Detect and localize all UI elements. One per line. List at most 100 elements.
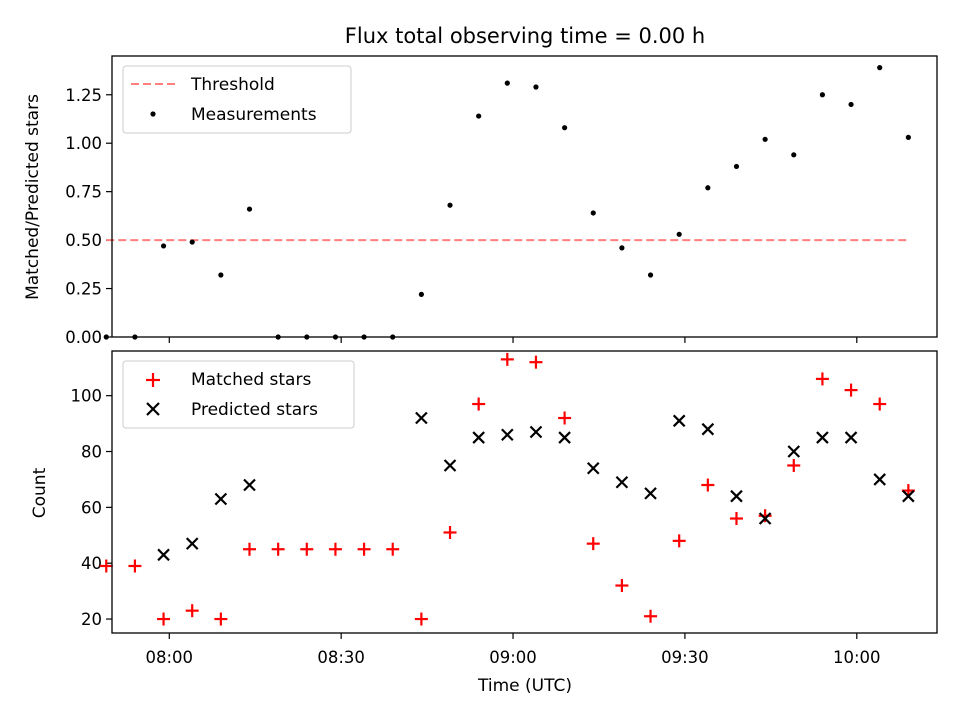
predicted-star-point xyxy=(816,431,829,444)
legend-measurements-label: Measurements xyxy=(191,105,317,125)
predicted-star-point xyxy=(558,431,571,444)
legend-predicted-swatch xyxy=(146,402,160,416)
x-tick-label: 09:00 xyxy=(489,648,537,667)
matched-star-point xyxy=(844,383,858,397)
measurement-point xyxy=(476,113,482,119)
top-plot-frame xyxy=(111,55,938,338)
measurement-point xyxy=(819,92,826,98)
measurement-point xyxy=(418,291,424,297)
matched-star-point xyxy=(99,559,113,573)
matched-star-point xyxy=(128,559,142,573)
matched-star-point xyxy=(386,542,400,556)
measurement-point xyxy=(103,334,109,340)
predicted-star-point xyxy=(758,512,772,525)
matched-star-point xyxy=(243,542,256,556)
predicted-star-point xyxy=(157,548,170,562)
bottom-plot-frame xyxy=(111,350,938,634)
bottom-legend: Matched stars Predicted stars xyxy=(122,360,355,429)
predicted-star-point xyxy=(243,478,256,492)
y-tick-label: 1.25 xyxy=(65,86,102,105)
measurement-point xyxy=(590,210,596,216)
matched-star-point xyxy=(586,537,600,551)
matched-star-point xyxy=(758,509,772,523)
x-tick-label: 10:00 xyxy=(833,648,881,667)
matched-star-point xyxy=(615,579,629,593)
measurement-point xyxy=(504,80,510,86)
predicted-star-point xyxy=(501,428,514,442)
matched-star-point xyxy=(214,612,228,626)
predicted-star-point xyxy=(185,537,199,550)
chart-title: Flux total observing time = 0.00 h xyxy=(345,24,705,48)
matched-star-point xyxy=(472,397,486,411)
x-tick-label: 09:30 xyxy=(661,648,709,667)
measurement-point xyxy=(762,136,768,142)
matched-star-point xyxy=(500,352,514,366)
measurement-point xyxy=(218,272,224,278)
measurement-point xyxy=(189,239,195,245)
predicted-star-point xyxy=(730,489,743,503)
measurement-point xyxy=(647,272,654,278)
y-tick-label: 100 xyxy=(71,387,103,406)
measurement-point xyxy=(905,134,911,140)
measurement-point xyxy=(160,243,167,249)
y-tick-label: 0.25 xyxy=(65,280,102,299)
predicted-star-point xyxy=(615,475,629,489)
predicted-star-point xyxy=(214,492,228,506)
matched-star-point xyxy=(558,411,572,425)
legend-predicted-label: Predicted stars xyxy=(191,400,318,420)
y-tick-label: 20 xyxy=(81,610,102,629)
x-axis-label: Time (UTC) xyxy=(477,676,572,696)
y-tick-label: 60 xyxy=(81,498,102,517)
matched-star-point xyxy=(701,478,715,492)
measurement-point xyxy=(447,202,453,208)
legend-matched-label: Matched stars xyxy=(191,370,311,390)
measurement-point xyxy=(246,206,253,212)
matched-star-point xyxy=(729,512,743,526)
predicted-star-point xyxy=(415,411,428,425)
matched-star-point xyxy=(672,534,686,548)
matched-star-point xyxy=(815,372,829,386)
y-tick-label: 40 xyxy=(81,554,102,573)
matched-star-point xyxy=(185,604,199,618)
x-tick-label: 08:30 xyxy=(317,648,365,667)
matched-star-point xyxy=(300,542,314,556)
legend-matched-swatch xyxy=(146,373,160,387)
measurement-point xyxy=(791,152,797,158)
matched-star-point xyxy=(357,542,371,556)
legend-measurements-swatch xyxy=(150,111,156,117)
matched-star-point xyxy=(644,609,658,623)
y-tick-label: 0.75 xyxy=(65,183,102,202)
predicted-star-point xyxy=(443,459,457,472)
bottom-panel: 20 40 60 80 100 08:00 08:30 09:00 09:30 10:00 Cou… xyxy=(30,350,938,696)
matched-star-point xyxy=(529,355,543,369)
matched-star-point xyxy=(328,542,342,556)
predicted-star-point xyxy=(586,461,600,475)
predicted-star-point xyxy=(529,425,543,439)
predicted-star-point xyxy=(672,414,686,428)
matched-star-point xyxy=(271,542,285,556)
matched-star-point xyxy=(157,612,171,626)
predicted-star-point xyxy=(844,431,858,444)
y-tick-label: 0.00 xyxy=(65,328,102,347)
matched-star-point xyxy=(873,397,887,411)
predicted-star-point xyxy=(644,487,657,500)
measurement-point xyxy=(619,245,625,251)
predicted-star-point xyxy=(873,473,886,486)
matched-star-point xyxy=(414,612,428,626)
measurement-point xyxy=(562,125,568,131)
predicted-star-point xyxy=(472,431,485,444)
top-y-axis-label: Matched/Predicted stars xyxy=(23,94,43,300)
measurement-point xyxy=(877,65,883,71)
measurement-point xyxy=(705,185,711,191)
measurement-point xyxy=(676,231,682,237)
measurement-point xyxy=(533,84,539,90)
top-legend: Threshold Measurements xyxy=(122,65,352,134)
top-panel: 0.00 0.25 0.50 0.75 1.00 1.25 Matched/Predict… xyxy=(23,55,938,347)
y-tick-label: 0.50 xyxy=(65,231,102,250)
predicted-star-point xyxy=(701,422,715,436)
y-tick-label: 1.00 xyxy=(65,134,102,153)
predicted-star-point xyxy=(902,489,915,503)
bottom-y-axis-label: Count xyxy=(30,467,50,518)
matched-star-point xyxy=(787,458,801,472)
